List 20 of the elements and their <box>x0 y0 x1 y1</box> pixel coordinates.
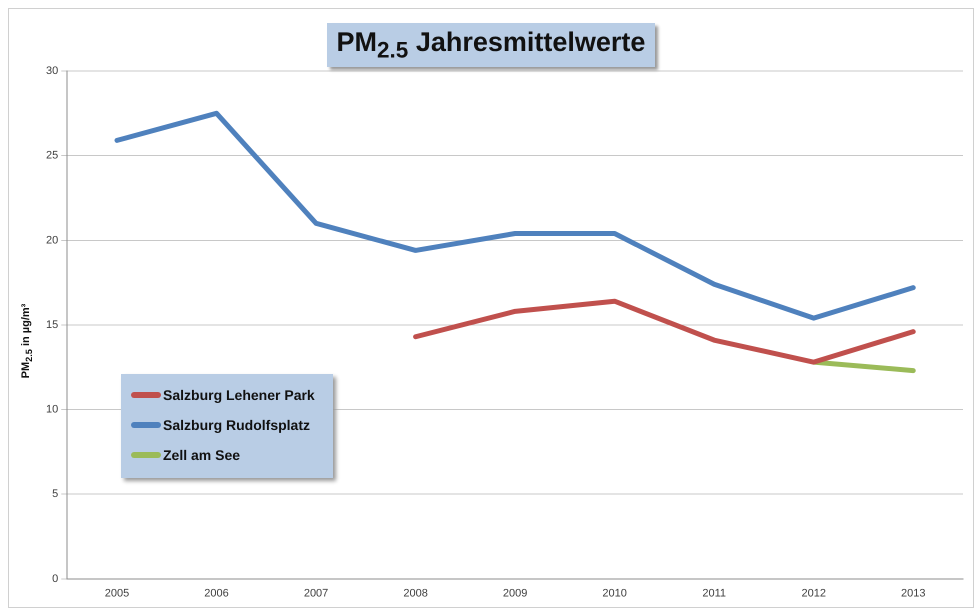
y-tick-label: 10 <box>46 404 58 416</box>
legend-label: Zell am See <box>163 447 240 463</box>
x-tick-label: 2013 <box>900 587 926 600</box>
y-tick-label: 30 <box>46 65 58 78</box>
legend-label: Salzburg Rudolfsplatz <box>163 417 310 433</box>
y-tick-label: 5 <box>52 488 58 500</box>
x-tick-label: 2005 <box>104 587 130 600</box>
y-tick-label: 15 <box>46 318 58 331</box>
chart-title: PM$_{2.5}$ Jahresmittelwerte <box>326 23 656 68</box>
y-tick-label: 25 <box>46 150 58 162</box>
x-tick-label: 2006 <box>204 587 229 600</box>
y-tick-label: 0 <box>52 572 58 585</box>
x-tick-label: 2007 <box>304 587 328 600</box>
x-tick-label: 2010 <box>602 587 627 600</box>
x-tick-label: 2008 <box>403 587 428 600</box>
x-tick-label: 2012 <box>801 587 826 600</box>
legend-label: Salzburg Lehener Park <box>163 387 315 403</box>
x-tick-label: 2011 <box>702 587 726 600</box>
x-tick-label: 2009 <box>502 587 528 600</box>
y-tick-label: 20 <box>46 234 58 246</box>
